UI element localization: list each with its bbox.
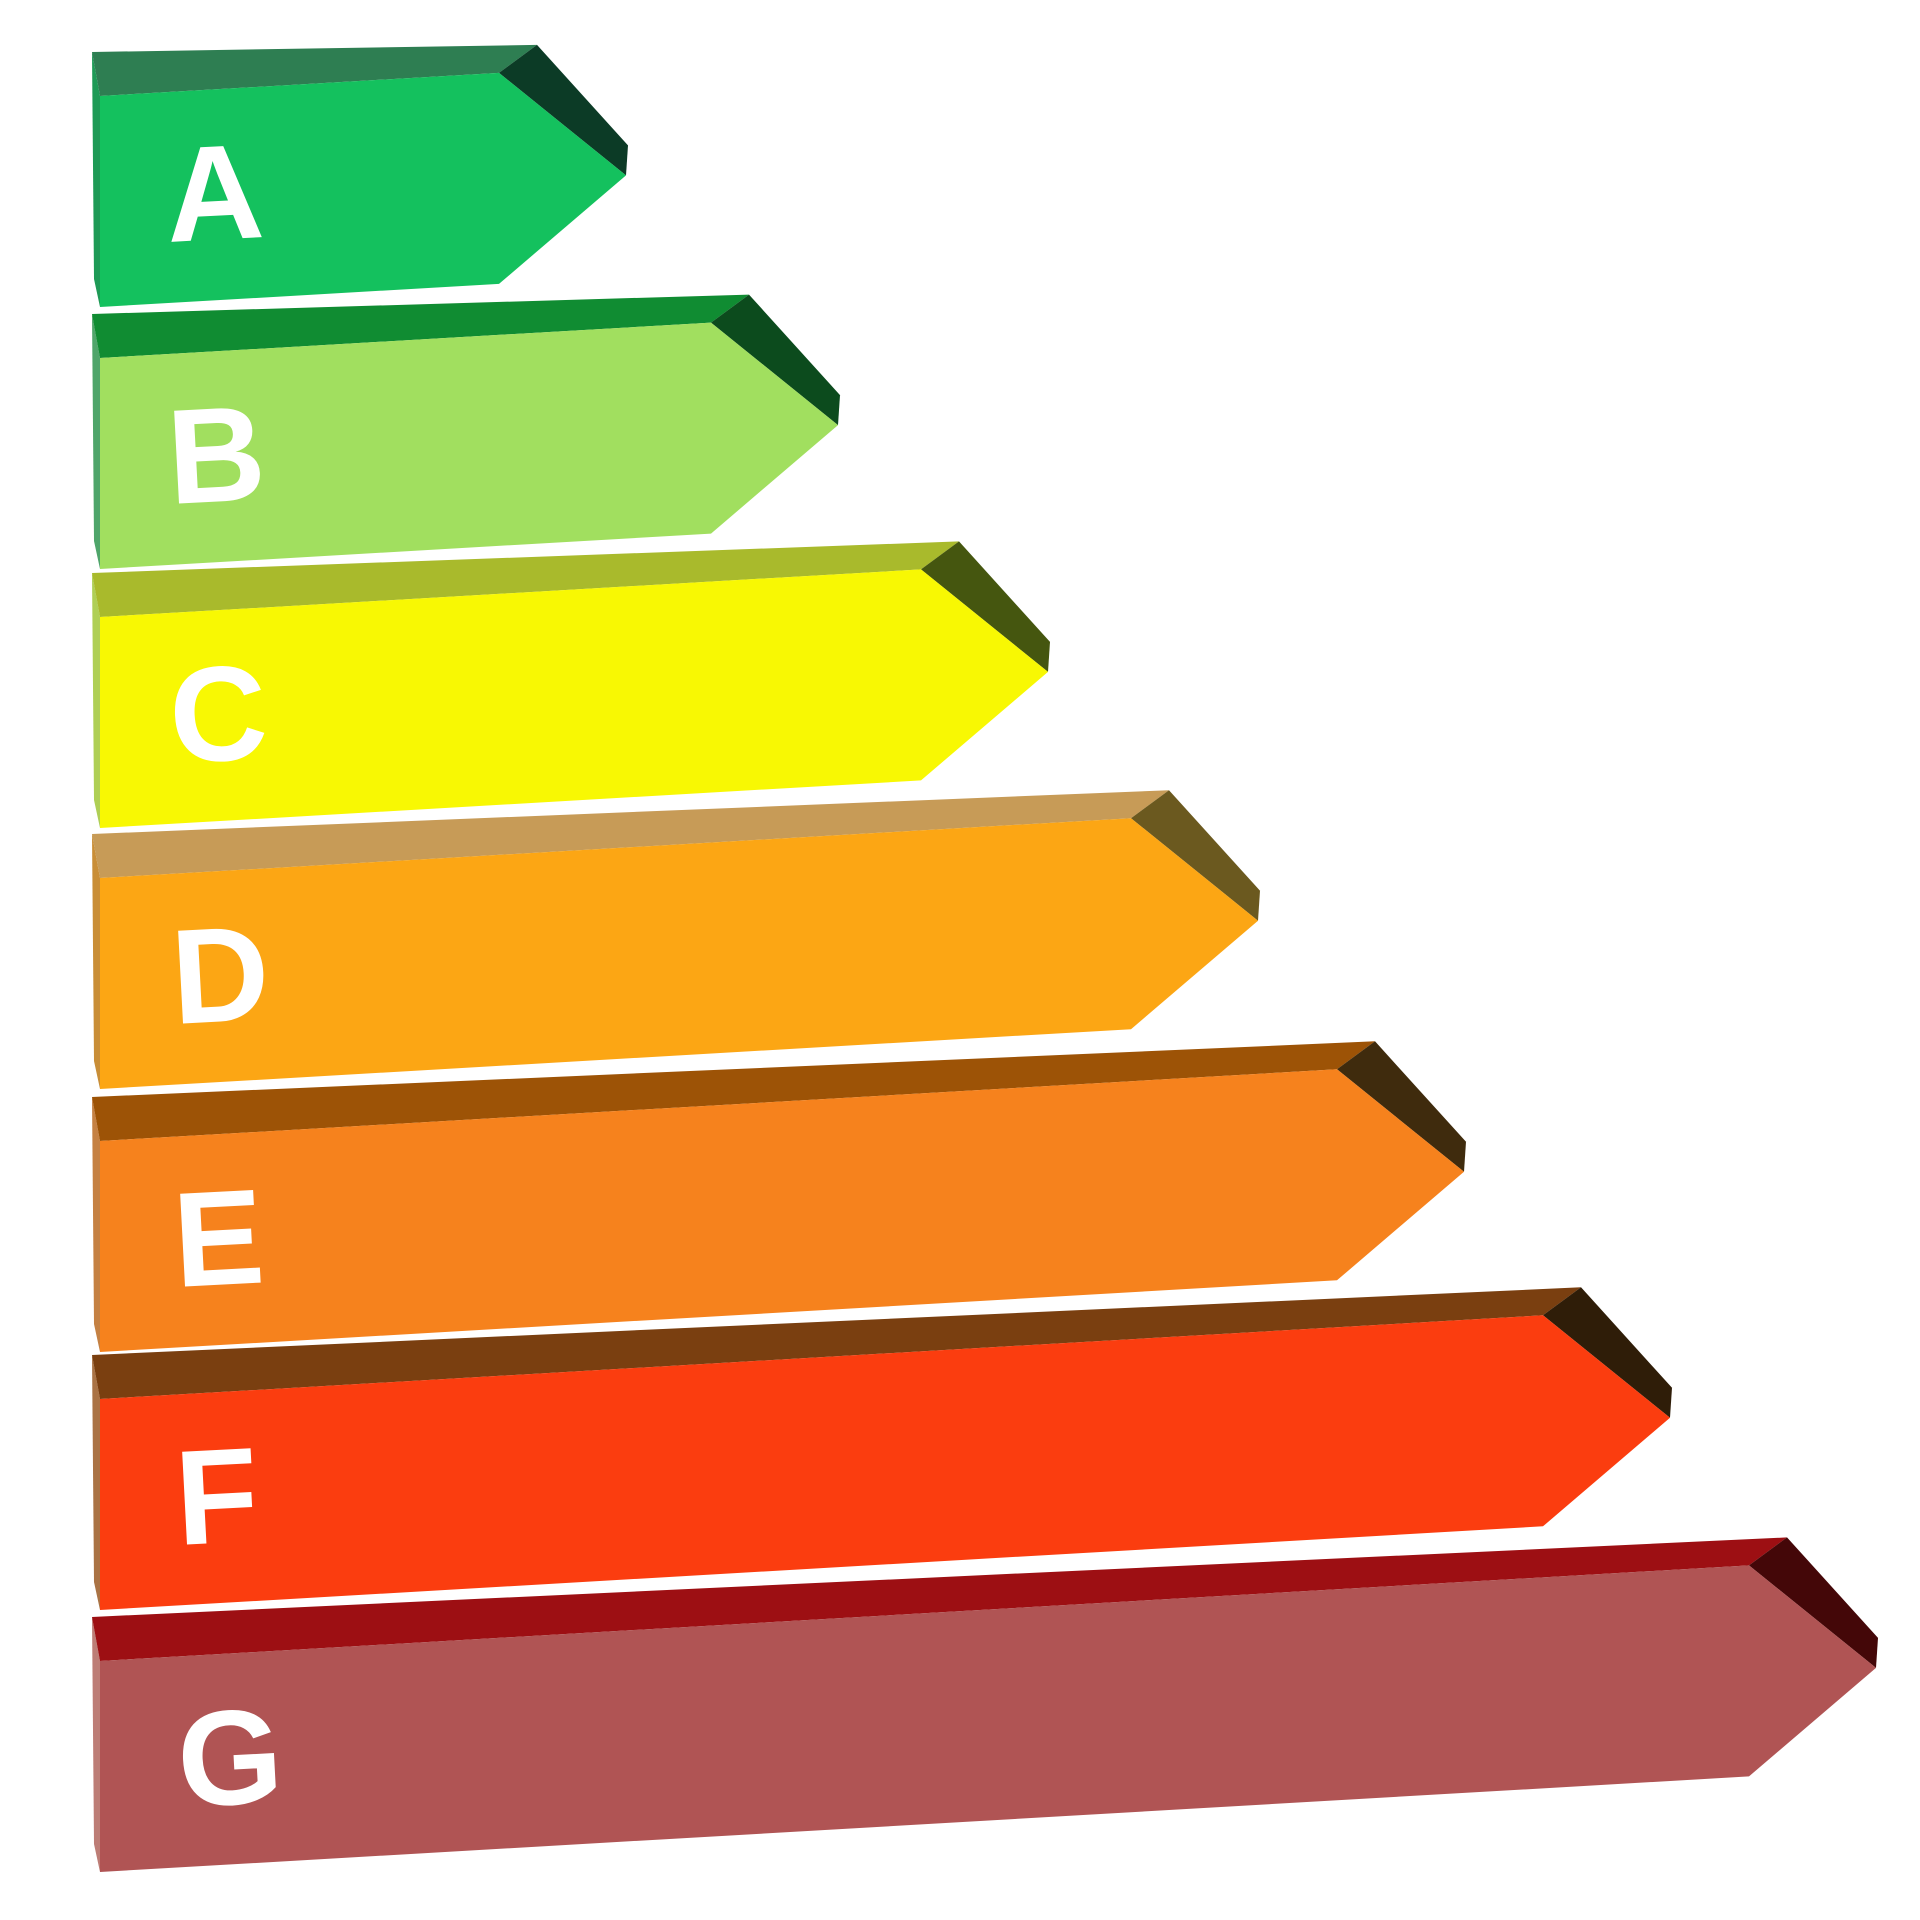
arrow-g-main-face [100,1565,1876,1872]
arrow-g-top-face [92,1537,1787,1661]
arrow-c-main-face [100,569,1048,828]
arrow-e-tip-bevel-face [1337,1041,1466,1172]
arrow-g-tip-bevel-face [1749,1537,1878,1668]
arrow-b-tip-bevel-face [711,294,840,426]
arrow-c-top-face [92,541,959,617]
arrow-g-side-face [92,1617,100,1872]
arrow-a-letter: A [162,115,267,271]
arrow-a-side-face [92,52,100,307]
arrow-g: G [92,1537,1878,1872]
arrow-e-letter: E [170,1160,268,1316]
arrow-c-side-face [92,573,100,828]
arrow-f: F [92,1287,1672,1610]
arrow-c-tip-bevel-face [921,541,1050,672]
arrow-f-tip-bevel-face [1543,1287,1672,1418]
arrow-f-main-face [100,1315,1670,1610]
arrow-b-letter: B [164,377,269,533]
arrow-b-side-face [92,314,100,569]
arrow-a: A [92,44,628,308]
arrow-d: D [92,790,1260,1089]
arrow-b-top-face [92,294,749,358]
arrow-f-top-face [92,1287,1581,1399]
arrow-c-letter: C [166,636,271,792]
arrow-a-tip-bevel-face [499,44,628,176]
arrow-e-top-face [92,1041,1375,1141]
arrow-a-top-face [92,44,537,96]
arrow-f-side-face [92,1355,100,1610]
arrow-f-letter: F [172,1419,262,1574]
arrow-d-letter: D [168,897,273,1053]
arrow-d-tip-bevel-face [1131,790,1260,921]
arrow-c: C [92,541,1050,828]
arrow-b: B [92,294,840,569]
arrow-e-side-face [92,1097,100,1352]
arrow-e: E [92,1041,1466,1352]
arrow-d-top-face [92,790,1169,878]
arrow-e-main-face [100,1069,1464,1352]
arrow-d-main-face [100,818,1258,1089]
arrow-g-letter: G [174,1680,287,1836]
arrow-d-side-face [92,834,100,1089]
arrow-b-main-face [100,322,838,569]
arrow-a-main-face [100,72,626,308]
